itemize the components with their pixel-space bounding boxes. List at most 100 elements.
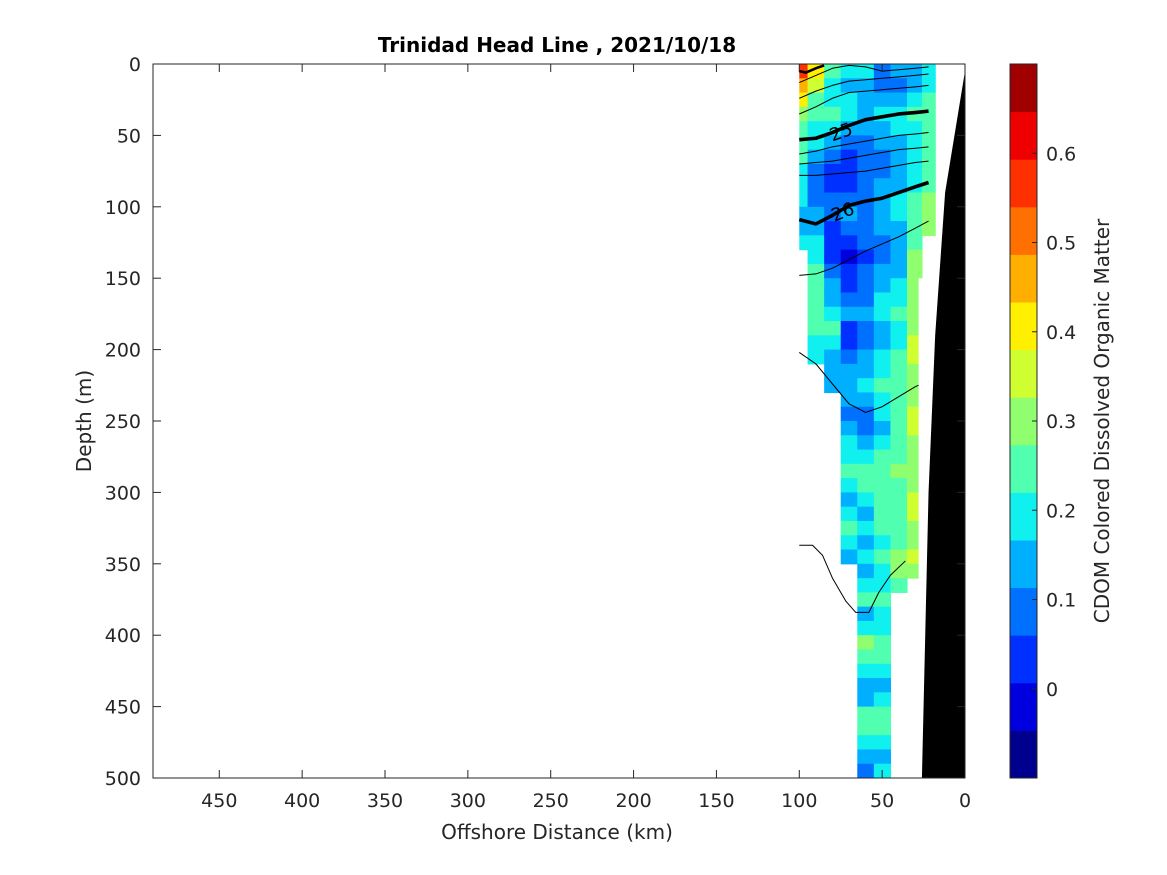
cdom-cell: [890, 263, 908, 279]
cdom-cell: [807, 235, 825, 251]
cdom-cell: [873, 649, 892, 665]
cdom-cell: [824, 106, 842, 122]
colorbar: 0 0.1 0.2 0.3 0.4 0.5 0.6: [1009, 63, 1076, 779]
cdom-cell: [840, 492, 858, 508]
cdom-cell: [840, 163, 858, 179]
cdom-cell: [907, 149, 923, 165]
cdom-cell: [890, 492, 908, 508]
y-tick-label: 500: [105, 768, 141, 790]
cdom-cell: [807, 192, 825, 208]
cdom-cell: [840, 135, 858, 151]
cdom-cell: [824, 178, 842, 194]
cdom-cell: [840, 549, 858, 565]
cdom-cell: [873, 363, 892, 379]
cdom-cell: [874, 821, 891, 836]
cdom-cell: [921, 121, 936, 136]
cdom-cell: [873, 592, 892, 608]
cdom-cell: [799, 92, 809, 108]
cdom-cell: [907, 92, 923, 108]
cdom-cell: [857, 835, 874, 850]
contour-line: [799, 544, 906, 613]
colorbar-tick-label: 0: [1046, 679, 1058, 701]
colorbar-segment: [1010, 635, 1037, 684]
cdom-cell: [840, 106, 858, 122]
cdom-cell: [873, 720, 892, 736]
cdom-cell: [890, 292, 908, 308]
contour-line: [799, 160, 929, 176]
cdom-cell: [907, 206, 923, 222]
cdom-cell: [873, 449, 892, 465]
cdom-cell: [857, 678, 875, 693]
x-tick-label: 200: [615, 790, 651, 812]
colorbar-tick-label: 0.5: [1046, 233, 1076, 255]
cdom-cell: [857, 606, 875, 622]
x-axis: 450 400 350 300 250 200 150 100 50 0: [201, 64, 971, 812]
cdom-cell: [857, 563, 875, 579]
cdom-cell: [824, 221, 842, 236]
cdom-cell: [890, 321, 908, 336]
x-tick-label: 0: [959, 790, 971, 812]
cdom-cell: [921, 149, 936, 165]
cdom-cell: [824, 163, 842, 179]
colorbar-segment: [1010, 349, 1037, 398]
colorbar-segment: [1010, 159, 1037, 208]
cdom-cell: [907, 249, 923, 265]
cdom-cell: [840, 478, 858, 493]
cdom-cell: [907, 135, 923, 151]
cdom-cell: [873, 92, 892, 108]
cdom-cell: [840, 378, 858, 394]
cdom-cell: [857, 306, 875, 322]
colorbar-tick-label: 0.6: [1046, 143, 1076, 165]
cdom-cell: [799, 135, 809, 151]
cdom-cell: [824, 135, 842, 151]
cdom-cell: [921, 106, 936, 122]
cdom-cell: [840, 221, 858, 236]
cdom-cell: [873, 206, 892, 222]
cdom-cell: [807, 178, 825, 194]
contour-line: [799, 84, 929, 115]
cdom-cell: [890, 563, 908, 579]
seafloor: [921, 71, 965, 778]
y-tick-label: 450: [105, 697, 141, 719]
cdom-cell: [807, 92, 825, 108]
cdom-cell: [857, 749, 875, 765]
x-tick-label: 400: [284, 790, 320, 812]
cdom-cell: [857, 321, 875, 336]
x-tick-label: 450: [201, 790, 237, 812]
x-tick-label: 50: [870, 790, 894, 812]
cdom-cell: [840, 263, 858, 279]
cdom-cell: [857, 178, 875, 194]
cdom-cell: [921, 135, 936, 151]
cdom-cell: [799, 206, 809, 222]
cdom-cell: [873, 321, 892, 336]
cdom-cell: [921, 92, 936, 108]
cdom-cell: [890, 349, 908, 365]
cdom-cell: [907, 192, 923, 208]
cdom-cell: [840, 235, 858, 251]
cdom-cell: [824, 249, 842, 265]
cdom-cell: [857, 763, 875, 778]
cdom-cell: [873, 749, 892, 765]
cdom-cell: [873, 606, 892, 622]
cdom-cell: [807, 106, 825, 122]
cdom-cell: [890, 435, 908, 451]
cdom-cell: [890, 235, 908, 251]
cdom-cell: [873, 678, 892, 693]
cdom-cell: [890, 549, 908, 565]
cdom-cell: [799, 178, 809, 194]
cdom-cell: [807, 149, 825, 165]
cdom-cell: [824, 64, 842, 79]
cdom-cell: [890, 92, 908, 108]
cdom-cell: [840, 363, 858, 379]
cdom-cell: [890, 192, 908, 208]
cdom-cell: [873, 535, 892, 551]
y-tick-label: 150: [105, 268, 141, 290]
y-axis-label: Depth (m): [72, 370, 96, 472]
cdom-cell: [873, 706, 892, 722]
cdom-cell: [840, 349, 858, 365]
cdom-cell: [799, 106, 809, 122]
cdom-cell: [857, 421, 875, 436]
cdom-cell: [874, 835, 891, 850]
contour-line: [799, 220, 929, 276]
